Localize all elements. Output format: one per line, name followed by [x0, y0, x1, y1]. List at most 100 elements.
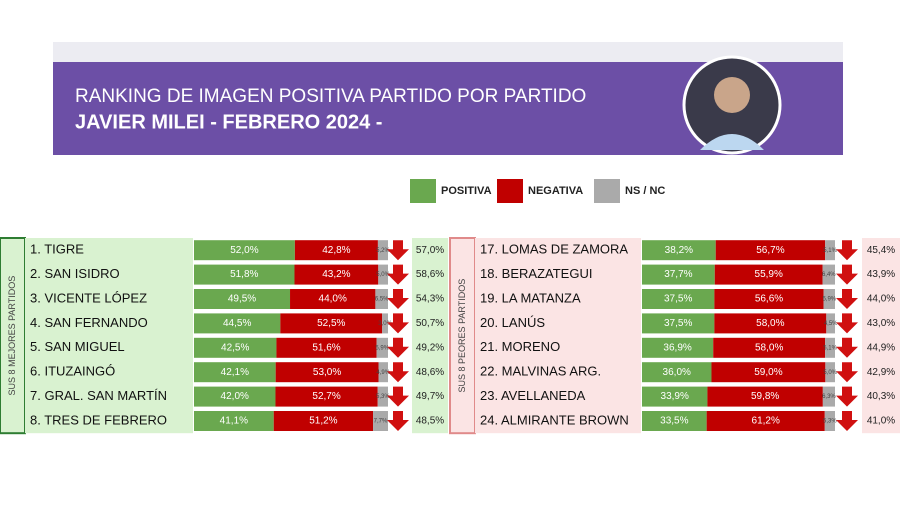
district-name: 22. MALVINAS ARG. [480, 364, 601, 379]
value-label: 5,2% [376, 248, 390, 254]
bar-segment [290, 289, 376, 309]
value-label: 4,5% [824, 321, 838, 327]
previous-value: 43,9% [867, 269, 895, 280]
name-column [25, 238, 193, 434]
bar-segment [714, 313, 827, 334]
district-name: 4. SAN FERNANDO [30, 315, 148, 330]
district-name: 3. VICENTE LÓPEZ [30, 290, 147, 305]
value-label: 56,6% [755, 294, 783, 305]
bar-segment [194, 411, 274, 431]
value-label: 52,7% [312, 391, 340, 402]
bar-segment [194, 289, 291, 309]
value-label: 44,0% [319, 294, 347, 305]
down-arrow [836, 337, 858, 358]
value-label: 5,1% [823, 345, 837, 351]
value-label: 59,8% [751, 391, 779, 402]
previous-value: 44,0% [867, 294, 895, 305]
value-label: 56,7% [756, 245, 784, 256]
bar-segment [376, 337, 388, 358]
down-arrow [387, 411, 409, 431]
district-name: 7. GRAL. SAN MARTÍN [30, 388, 167, 403]
bar-segment [642, 337, 714, 358]
down-arrow [387, 362, 409, 383]
bar-segment [823, 289, 835, 309]
district-name: 1. TIGRE [30, 242, 84, 257]
previous-value: 44,9% [867, 342, 895, 353]
bar-segment [714, 264, 823, 285]
value-label: 49,5% [228, 294, 256, 305]
panel-label: SUS 8 MEJORES PARTIDOS [7, 276, 17, 396]
value-label: 6,3% [822, 394, 836, 400]
bar-segment [711, 362, 826, 383]
portrait-sash [700, 134, 764, 150]
bar-segment [194, 240, 295, 261]
subtitle: JAVIER MILEI - FEBRERO 2024 - [75, 111, 382, 133]
bar-segment [642, 240, 716, 261]
district-name: 23. AVELLANEDA [480, 388, 586, 403]
value-label: 6,5% [375, 297, 389, 303]
bar-segment [714, 289, 824, 309]
down-arrow [836, 289, 858, 309]
down-arrow [836, 240, 858, 261]
previous-value: 42,9% [867, 367, 895, 378]
down-arrow [387, 313, 409, 334]
portrait-face [714, 77, 750, 113]
value-label: 5,9% [822, 297, 836, 303]
bar-segment [280, 313, 383, 334]
bar-segment [194, 264, 295, 285]
value-label: 38,2% [665, 245, 693, 256]
value-label: 5,0% [376, 272, 390, 278]
legend-label: NS / NC [625, 185, 665, 197]
value-label: 36,0% [663, 367, 691, 378]
value-label: 42,8% [322, 245, 350, 256]
bar-segment [642, 264, 715, 285]
district-name: 5. SAN MIGUEL [30, 339, 125, 354]
previous-value: 49,7% [416, 391, 444, 402]
value-label: 51,2% [309, 416, 337, 427]
panel-strip [449, 237, 476, 435]
district-name: 20. LANÚS [480, 315, 545, 330]
bar-segment [382, 313, 388, 334]
bar-segment [826, 313, 835, 334]
bar-segment [715, 240, 826, 261]
value-label: 44,5% [223, 318, 251, 329]
header-strip [53, 42, 843, 62]
down-arrow [836, 386, 858, 407]
value-label: 53,0% [313, 367, 341, 378]
bar-segment [642, 313, 715, 334]
bar-segment [273, 411, 374, 431]
previous-value: 58,6% [416, 269, 444, 280]
bar-segment [194, 337, 277, 358]
name-column [475, 238, 641, 434]
value-label: 5,0% [823, 370, 837, 376]
bar-segment [713, 337, 826, 358]
value-label: 33,5% [660, 416, 688, 427]
value-label: 52,0% [230, 245, 258, 256]
bar-segment [275, 386, 378, 407]
title: RANKING DE IMAGEN POSITIVA PARTIDO POR P… [75, 86, 586, 107]
previous-column [862, 238, 900, 434]
value-label: 41,1% [220, 416, 248, 427]
value-label: 4,9% [376, 370, 390, 376]
value-label: 42,0% [221, 391, 249, 402]
district-name: 18. BERAZATEGUI [480, 266, 592, 281]
bar-segment [642, 386, 708, 407]
panel-label: SUS 8 PEORES PARTIDOS [457, 279, 467, 393]
previous-value: 50,7% [416, 318, 444, 329]
bar-segment [373, 411, 388, 431]
bar-segment [822, 264, 835, 285]
value-label: 36,9% [663, 342, 691, 353]
down-arrow [387, 386, 409, 407]
district-name: 6. ITUZAINGÓ [30, 364, 115, 379]
previous-value: 40,3% [867, 391, 895, 402]
down-arrow [387, 240, 409, 261]
down-arrow [836, 313, 858, 334]
previous-value: 41,0% [867, 416, 895, 427]
bar-segment [194, 386, 276, 407]
bar-segment [825, 362, 835, 383]
previous-value: 45,4% [867, 245, 895, 256]
value-label: 37,5% [664, 318, 692, 329]
bar-segment [294, 264, 379, 285]
district-name: 24. ALMIRANTE BROWN [480, 412, 629, 427]
